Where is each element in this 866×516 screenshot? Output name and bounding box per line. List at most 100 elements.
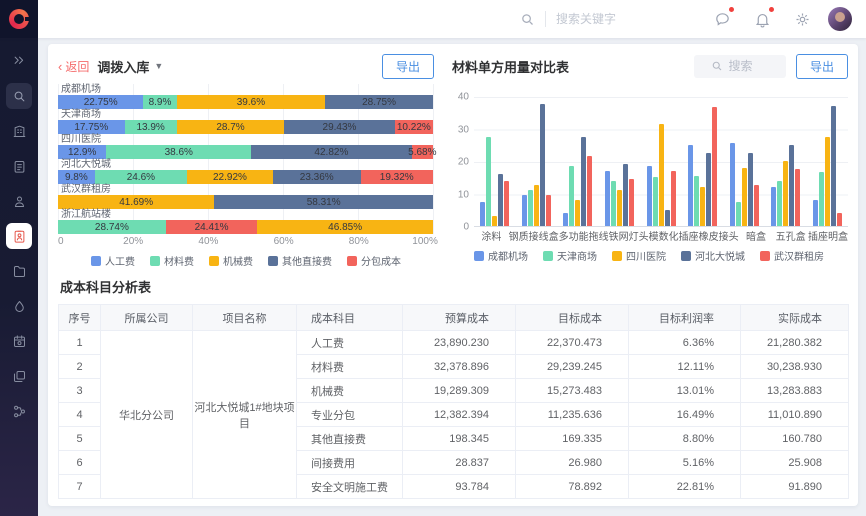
legend-item[interactable]: 成都机场 [474,248,528,263]
table-row[interactable]: 5 其他直接费 198.345 169.335 8.80% 160.780 [58,426,849,451]
table-row[interactable]: 7 安全文明施工费 93.784 78.892 22.81% 91.890 [58,474,849,499]
app-logo[interactable] [0,0,38,38]
budget-cost-cell: 28.837 [402,450,516,475]
x-category-label: 插座明盒 [808,231,849,243]
subject-cell: 材料费 [296,354,403,379]
table-row[interactable]: 3 机械费 19,289.309 15,273.483 13.01% 13,283.883 [58,378,849,403]
sidebar-item[interactable] [6,153,32,179]
legend-item[interactable]: 材料费 [150,253,194,268]
sidebar-item[interactable] [6,293,32,319]
table-column-header: 预算成本 [402,304,516,331]
legend-swatch [612,250,622,261]
bar [628,178,634,226]
bar-segment: 17.75% [58,120,125,134]
settings-button[interactable] [792,9,812,29]
x-category-label: 铁网灯头 [608,231,649,243]
export-button[interactable]: 导出 [795,53,848,79]
legend-label: 天津商场 [557,252,597,263]
global-search[interactable] [520,11,666,27]
stacked-bar: 22.75% 8.9% 39.6% 28.75% [58,95,433,109]
sidebar-item[interactable] [6,328,32,354]
notifications-button[interactable] [752,7,774,29]
global-search-input[interactable] [556,12,666,26]
target-cost-cell: 22,370.473 [515,330,629,355]
legend-item[interactable]: 分包成本 [347,253,401,268]
legend-label: 河北大悦城 [695,252,745,263]
bar [700,187,706,226]
bar-segment: 9.8% [58,170,95,184]
legend-item[interactable]: 河北大悦城 [681,248,745,263]
sidebar-item[interactable] [6,223,32,249]
bar [729,143,735,226]
bar-category-label: 成都机场 [61,84,101,95]
clipboard-edit-icon [14,160,24,173]
stacked-bar-row: 武汉群租房 41.69% 58.31% [58,184,433,209]
search-icon [713,61,722,71]
actual-cost-cell: 11,010.890 [740,402,849,427]
sidebar-item[interactable] [6,118,32,144]
user-avatar[interactable] [828,7,852,31]
table-row[interactable]: 1 华北分公司 河北大悦城1#地块项目 人工费 23,890.230 22,370.473… [58,330,849,499]
bar-segment: 42.82% [251,145,412,159]
sidebar-item[interactable] [6,398,32,424]
legend-item[interactable]: 四川医院 [612,248,666,263]
row-number-cell: 1 [58,330,101,355]
panel-title: 调拨入库 [97,59,150,75]
row-number-cell: 6 [58,450,101,475]
bar [812,200,818,226]
legend-item[interactable]: 机械费 [209,253,253,268]
bar-category-label: 武汉群租房 [61,184,111,195]
y-tick-label: 20 [457,156,469,168]
sidebar-item[interactable] [6,83,32,109]
legend-swatch [91,255,101,266]
legend-item[interactable]: 武汉群租房 [760,248,824,263]
bar [610,180,616,226]
sidebar-item[interactable] [6,258,32,284]
table-row[interactable]: 4 专业分包 12,382.394 11,235.636 16.49% 11,010.89… [58,402,849,427]
table-column-header: 实际成本 [740,304,849,331]
legend-item[interactable]: 天津商场 [543,248,597,263]
bar-segment: 8.9% [143,95,177,109]
export-button[interactable]: 导出 [381,53,434,79]
subject-cell: 机械费 [296,378,403,403]
bar [747,152,753,226]
messages-button[interactable] [712,7,734,29]
y-tick-label: 40 [457,91,469,103]
legend-label: 武汉群租房 [774,252,824,263]
bar-segment: 12.9% [58,145,107,159]
x-category-label: 钢质接线盒 [508,231,559,243]
table-header-row: 序号 所属公司 项目名称 成本科目 预算成本 目标成本 目标利润率 实际成本 [58,304,849,331]
subject-cell: 其他直接费 [296,426,403,451]
search-icon [522,13,533,25]
target-margin-cell: 6.36% [628,330,741,355]
bar [818,172,824,226]
bar [735,201,741,226]
bar-category-label: 浙江航站楼 [61,209,111,220]
legend-item[interactable]: 人工费 [91,253,135,268]
bar [658,123,664,226]
flow-icon [13,405,25,417]
legend-swatch [150,255,160,266]
table-row[interactable]: 2 材料费 32,378.896 29,239.245 12.11% 30,238.930 [58,354,849,379]
sidebar-item[interactable] [6,363,32,389]
subject-cell: 人工费 [296,330,403,355]
bar-group [723,97,765,226]
stacked-bar-row: 浙江航站楼 28.74% 24.41% 46.85% [58,209,433,234]
actual-cost-cell: 30,238.930 [740,354,849,379]
bar [771,187,777,226]
grouped-bar-chart: 0 10 20 30 40 涂料 钢质接线盒 多功能拖线 铁网灯头 模数化插座 橡皮接头 暗盒 五孔盒… [450,92,849,264]
legend-swatch [209,255,219,266]
bar [539,104,545,226]
back-button[interactable]: ‹ 返回 [58,58,89,75]
sidebar-item[interactable] [6,188,32,214]
panel-search-input[interactable] [728,59,769,73]
bar-segment: 24.41% [165,220,258,234]
gear-icon [795,12,809,26]
chevron-down-icon[interactable]: ▼ [154,61,164,71]
x-category-label: 五孔盒 [775,231,806,243]
legend-item[interactable]: 其他直接费 [268,253,332,268]
building-icon [13,125,25,137]
sidebar-item[interactable] [6,48,32,74]
panel-search[interactable] [693,54,786,78]
